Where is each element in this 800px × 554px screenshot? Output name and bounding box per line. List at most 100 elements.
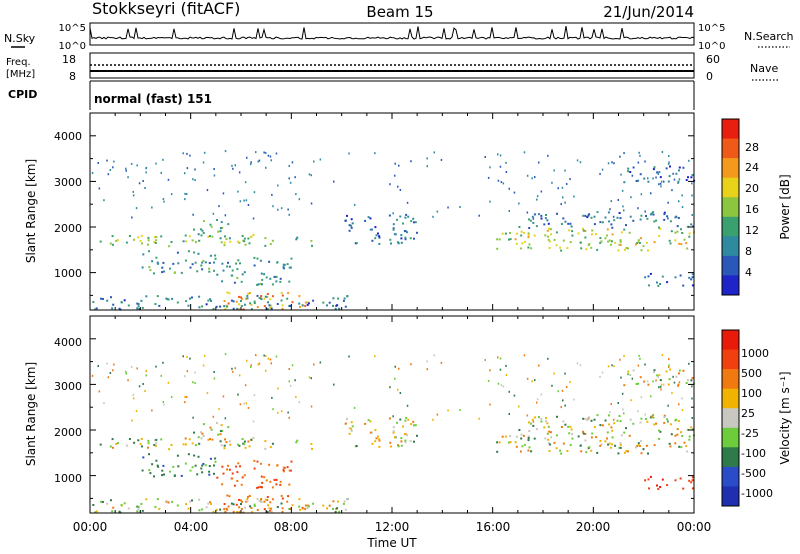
velocity-cbar-band (722, 330, 739, 351)
xtick-1200: 12:00 (375, 520, 410, 534)
velocity-cell (560, 452, 563, 455)
velocity-cell (160, 438, 163, 441)
velocity-cell (153, 475, 155, 478)
velocity-cell (619, 446, 622, 449)
velocity-cell (637, 410, 639, 413)
power-cell (201, 229, 204, 232)
power-cell (590, 233, 593, 236)
velocity-cell (240, 508, 243, 510)
power-ytick-2000: 2000 (54, 222, 82, 235)
velocity-cell (400, 440, 403, 443)
velocity-cell (346, 417, 348, 420)
power-cell (264, 237, 267, 240)
power-cell (576, 159, 579, 162)
velocity-cell (231, 367, 233, 370)
power-cbar-label: Power [dB] (778, 174, 792, 239)
power-cell (226, 305, 229, 308)
velocity-cell (659, 385, 662, 388)
power-cell (659, 283, 662, 285)
velocity-cell (202, 435, 205, 437)
velocity-cell (609, 446, 612, 449)
velocity-cell (250, 511, 253, 514)
velocity-cell (663, 421, 666, 424)
power-cell (593, 223, 596, 226)
velocity-cell (289, 507, 292, 510)
power-cell (619, 239, 622, 242)
power-cell (162, 158, 164, 161)
velocity-cell (666, 418, 669, 421)
power-cell (336, 304, 339, 307)
power-cell (611, 161, 613, 164)
power-cell (280, 299, 283, 302)
velocity-cell (265, 369, 267, 372)
power-cell (160, 235, 163, 238)
power-cell (132, 194, 135, 197)
power-cell (187, 304, 190, 307)
velocity-cell (161, 474, 164, 477)
velocity-cell (649, 475, 652, 478)
xtick-0400: 04:00 (174, 520, 209, 534)
power-cell (295, 193, 297, 196)
power-cell (526, 211, 529, 214)
power-cell (527, 232, 530, 235)
power-cell (399, 189, 402, 191)
power-cell (287, 208, 289, 211)
power-cell (661, 151, 664, 153)
velocity-cell (668, 364, 670, 367)
power-cell (648, 284, 650, 287)
velocity-cell (201, 464, 204, 467)
velocity-cell (243, 402, 245, 405)
power-cell (544, 234, 547, 237)
velocity-cell (167, 501, 170, 504)
power-cell (409, 237, 412, 240)
power-cell (653, 166, 656, 169)
power-cell (250, 161, 252, 164)
velocity-cell (145, 498, 148, 501)
velocity-cell (604, 419, 607, 422)
velocity-cell (298, 498, 301, 501)
velocity-cell (268, 507, 271, 510)
velocity-cell (217, 433, 220, 436)
velocity-cell (267, 504, 269, 507)
power-cell (256, 257, 259, 260)
velocity-cell (286, 500, 289, 503)
power-cell (518, 202, 520, 205)
velocity-cell (250, 366, 252, 369)
power-cell (618, 212, 621, 214)
power-cell (237, 259, 240, 262)
power-cell (137, 305, 140, 308)
power-cell (211, 235, 214, 238)
velocity-cell (487, 379, 490, 382)
power-cell (619, 243, 622, 246)
velocity-cell (136, 510, 139, 513)
velocity-cell (241, 438, 244, 440)
power-cell (282, 266, 285, 269)
power-cell (390, 242, 392, 245)
power-cell (209, 254, 212, 257)
velocity-cell (400, 444, 403, 447)
power-cell (580, 247, 583, 250)
power-cell (275, 275, 278, 278)
velocity-cell (548, 450, 551, 452)
velocity-cell (591, 432, 594, 435)
power-cell (247, 292, 249, 295)
power-cell (566, 247, 569, 249)
velocity-cell (353, 406, 356, 409)
power-cell (186, 152, 188, 155)
velocity-cell (623, 384, 626, 387)
velocity-cell (399, 418, 402, 421)
velocity-cell (189, 469, 192, 472)
velocity-cell (555, 434, 558, 437)
velocity-cell (679, 477, 682, 480)
velocity-cell (244, 446, 247, 449)
power-cell (248, 242, 251, 245)
velocity-cell (237, 462, 240, 465)
power-cell (629, 171, 632, 173)
velocity-cell (186, 370, 189, 373)
velocity-cell (198, 509, 201, 512)
power-cell (414, 221, 417, 224)
power-cell (508, 187, 510, 190)
power-cell (582, 214, 585, 217)
power-cell (369, 217, 372, 220)
velocity-cell (520, 433, 523, 436)
